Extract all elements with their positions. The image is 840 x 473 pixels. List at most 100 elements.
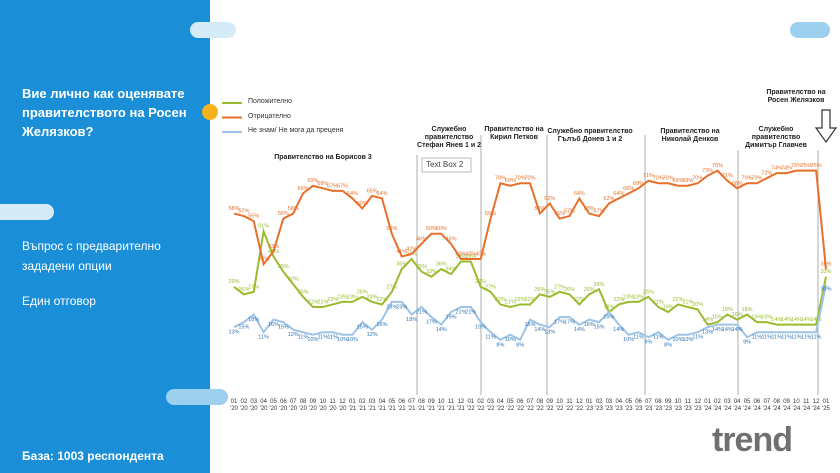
data-label: 58% [584,206,595,212]
data-label: 68% [317,181,328,187]
data-label: 22% [613,297,624,303]
data-label: 27% [554,284,565,290]
data-label: 23% [623,294,634,300]
data-label: 14% [712,327,723,333]
data-label: 67% [327,183,338,189]
data-label: 23% [347,294,358,300]
legend-label: Не знам/ Не мога да преценя [248,127,344,134]
annotation: Служебно правителство Димитър Главчев [745,126,807,149]
data-label: 51% [258,224,269,230]
data-label: 56% [554,211,565,217]
text-box [421,157,472,173]
x-tick-label: 12 '22 [575,399,584,412]
x-tick-label: 09 '22 [545,399,554,412]
data-label: 21% [682,299,693,305]
x-tick-label: 07 '24 [762,399,771,412]
decoration [0,204,54,220]
data-label: 15% [278,325,289,331]
data-label: 12% [288,332,299,338]
data-label: 73% [702,168,713,174]
data-label: 23% [633,294,644,300]
data-label: 67% [337,183,348,189]
data-label: 11% [327,335,338,341]
data-label: 50% [436,226,447,232]
data-label: 50% [386,226,397,232]
x-tick-label: 01 '24 [703,399,712,412]
data-label: 13% [702,330,713,336]
data-label: 64% [376,191,387,197]
data-label: 75% [811,163,822,169]
x-tick-label: 08 '20 [299,399,307,412]
x-tick-label: 12 '21 [457,399,465,412]
data-label: 40% [465,251,476,257]
data-label: 70% [742,176,753,182]
x-tick-label: 03 '23 [605,399,613,412]
x-tick-label: 07 '23 [644,399,653,412]
x-tick-label: 09 '24 [782,399,791,412]
data-label: 62% [603,196,614,202]
data-label: 11% [317,335,328,341]
x-tick-label: 04 '23 [614,399,623,412]
x-tick-label: 11 '20 [328,399,337,412]
x-tick-label: 10 '22 [555,399,564,412]
x-tick-label: 07 '22 [526,399,534,412]
data-label: 15% [751,315,762,321]
x-tick-label: 12 '23 [693,399,702,412]
data-label: 23% [337,294,348,300]
data-label: 26% [534,287,545,293]
x-tick-label: 09 '21 [427,399,436,412]
x-tick-label: 08 '22 [535,399,544,412]
x-tick-label: 04 '24 [733,399,742,412]
data-label: 75% [712,163,723,169]
data-label: 15% [761,315,772,321]
data-label: 70% [515,176,526,182]
data-label: 58% [228,206,239,212]
data-label: 30% [288,277,299,283]
data-label: 8% [664,342,672,348]
data-label: 19% [603,314,614,320]
data-label: 22% [515,297,526,303]
arrow [814,109,838,144]
question: Вие лично как оценявате правителството н… [22,86,187,139]
data-label: 33% [820,269,831,275]
data-label: 66% [298,186,309,192]
data-label: 27% [248,284,259,290]
options: Въпрос с предварително зададени опции [22,239,161,273]
line [233,227,827,326]
answer: Един отговор [22,294,96,308]
x-tick-label: 02 '21 [358,399,367,412]
data-label: 22% [495,297,506,303]
data-label: 15% [712,315,723,321]
x-tick-label: 01 '22 [466,399,475,412]
decoration [790,22,830,38]
x-tick-label: 10 '24 [792,399,801,412]
data-label: 16% [268,322,279,328]
data-label: 12% [367,332,378,338]
data-label: 22% [574,297,585,303]
data-label: 29% [475,279,486,285]
x-tick-label: 09 '20 [309,399,317,412]
decoration [166,389,228,405]
data-label: 10% [623,337,634,343]
data-label: 26% [564,287,575,293]
data-label: 16% [524,322,535,328]
x-tick-label: 01 '20 [230,399,238,412]
data-label: 57% [564,209,575,215]
data-label: 36% [820,262,831,268]
annotation: Служебно правителство Стефан Янев 1 и 2 [417,126,481,149]
data-label: 29% [228,279,239,285]
data-label: 14% [534,327,545,333]
x-tick-label: 03 '21 [368,399,377,412]
x-tick-label: 06 '24 [753,399,761,412]
data-label: 25% [298,289,309,295]
data-label: 70% [524,176,535,182]
data-label: 14% [722,327,733,333]
data-label: 18% [248,317,259,323]
legend-label: Отрицателно [248,112,291,120]
x-tick-label: 02 '22 [476,399,485,412]
data-label: 9% [743,340,751,346]
data-label: 69% [505,178,516,184]
data-label: 30% [820,287,831,293]
data-label: 11% [801,335,812,341]
x-tick-label: 01 '23 [585,399,594,412]
